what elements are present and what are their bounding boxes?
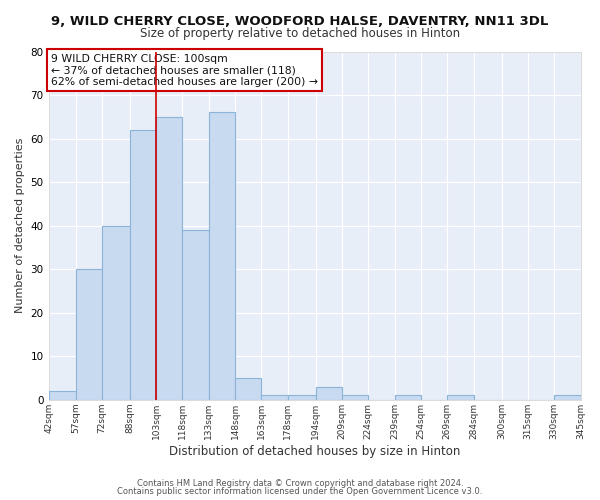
Bar — [130, 130, 156, 400]
Bar — [235, 378, 262, 400]
Bar — [287, 396, 316, 400]
Text: Size of property relative to detached houses in Hinton: Size of property relative to detached ho… — [140, 28, 460, 40]
Bar — [182, 230, 209, 400]
Bar — [554, 396, 581, 400]
Text: 9, WILD CHERRY CLOSE, WOODFORD HALSE, DAVENTRY, NN11 3DL: 9, WILD CHERRY CLOSE, WOODFORD HALSE, DA… — [52, 15, 548, 28]
Bar — [316, 386, 342, 400]
Bar — [156, 117, 182, 400]
Text: Contains HM Land Registry data © Crown copyright and database right 2024.: Contains HM Land Registry data © Crown c… — [137, 478, 463, 488]
Bar — [447, 396, 473, 400]
Bar — [209, 112, 235, 400]
Bar — [262, 396, 287, 400]
Bar — [102, 226, 130, 400]
Text: Contains public sector information licensed under the Open Government Licence v3: Contains public sector information licen… — [118, 487, 482, 496]
Y-axis label: Number of detached properties: Number of detached properties — [15, 138, 25, 314]
Bar — [76, 269, 102, 400]
X-axis label: Distribution of detached houses by size in Hinton: Distribution of detached houses by size … — [169, 444, 461, 458]
Bar — [342, 396, 368, 400]
Bar — [49, 391, 76, 400]
Text: 9 WILD CHERRY CLOSE: 100sqm
← 37% of detached houses are smaller (118)
62% of se: 9 WILD CHERRY CLOSE: 100sqm ← 37% of det… — [51, 54, 318, 87]
Bar — [395, 396, 421, 400]
